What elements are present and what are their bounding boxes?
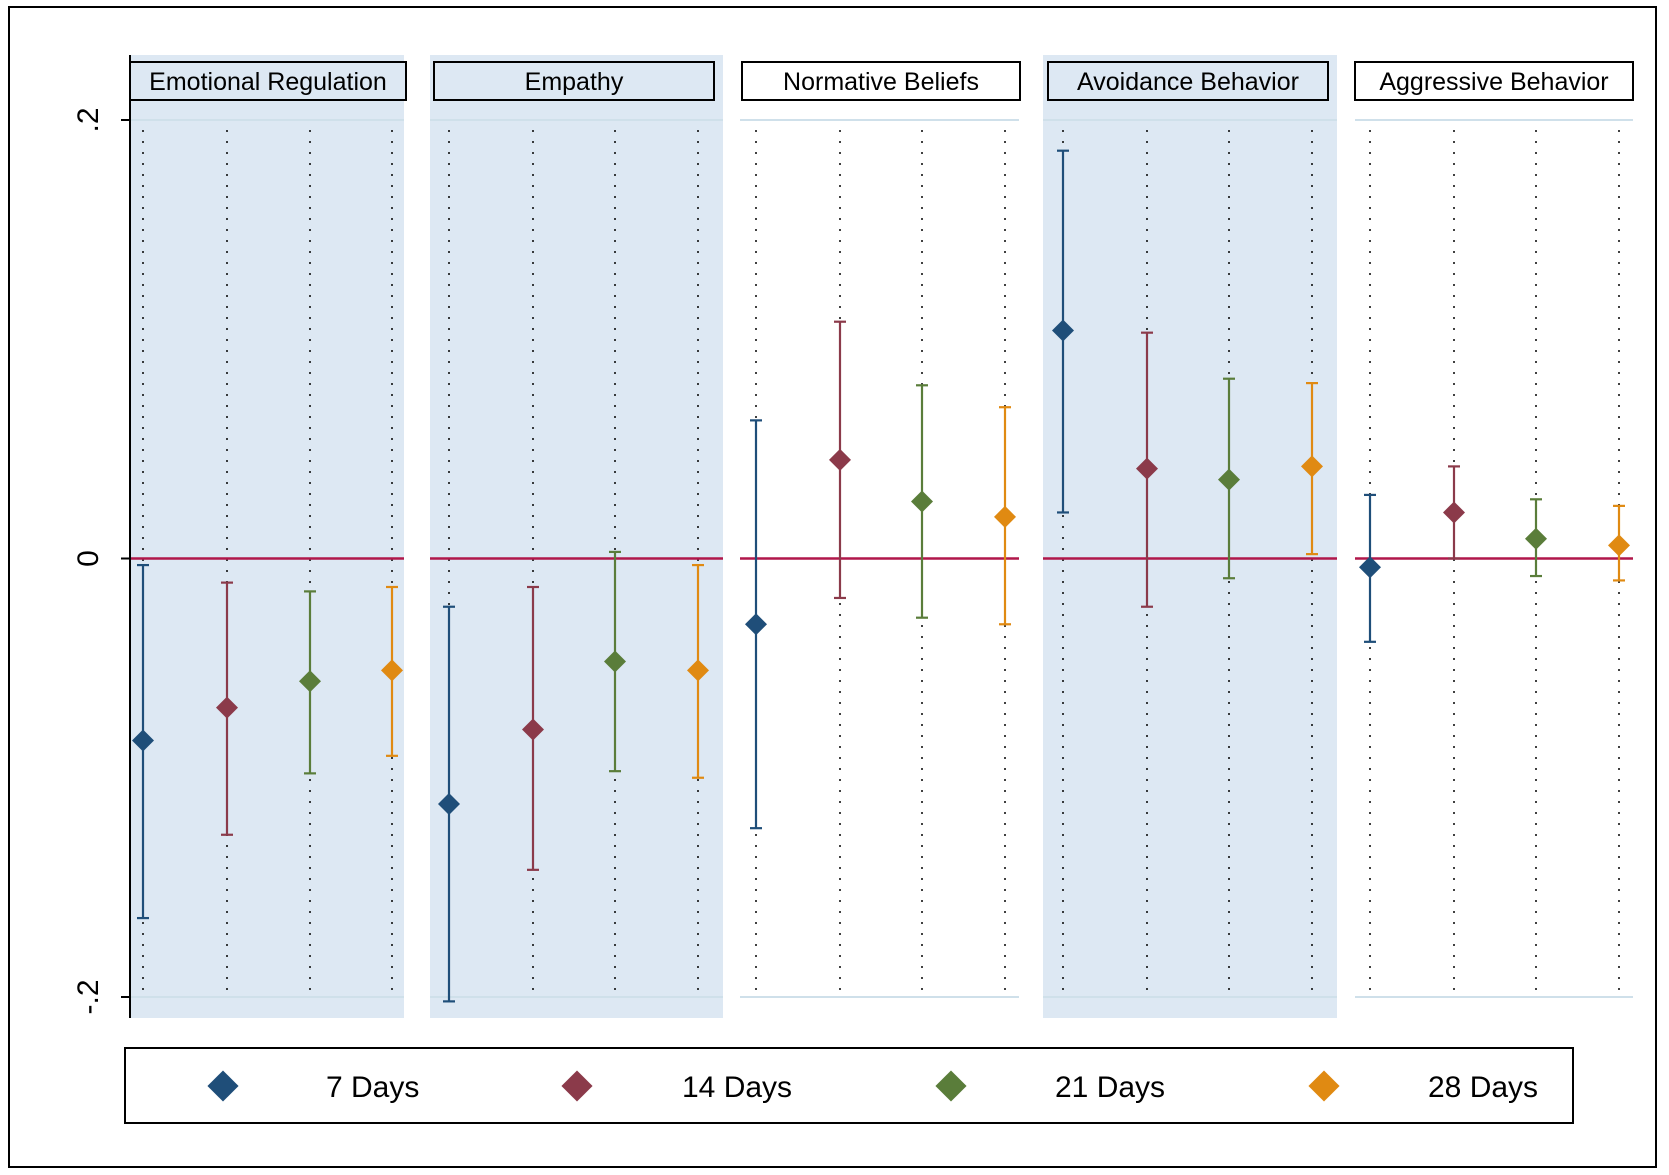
point-28-days — [994, 406, 1016, 626]
facet-title-box — [741, 61, 1021, 101]
point-21-days — [1218, 377, 1240, 580]
point-28-days — [1608, 504, 1630, 582]
point-14-days — [829, 320, 851, 600]
y-axis: .2 0 -.2 — [72, 55, 131, 1018]
estimate-marker — [1301, 455, 1323, 478]
point-7-days — [1359, 493, 1381, 643]
point-7-days — [438, 605, 460, 1003]
point-28-days — [1301, 382, 1323, 556]
estimate-marker — [132, 729, 154, 752]
point-14-days — [1136, 331, 1158, 608]
chart-frame — [8, 6, 1657, 1168]
point-14-days — [522, 585, 544, 871]
facet-title-box — [1354, 61, 1634, 101]
point-14-days — [1443, 465, 1465, 560]
facet-title: Normative Beliefs — [783, 68, 979, 96]
point-14-days — [216, 581, 238, 836]
y-tick-label: .2 — [72, 107, 105, 132]
point-7-days — [132, 563, 154, 920]
estimate-marker — [1218, 468, 1240, 491]
estimate-marker — [299, 670, 321, 693]
facets-layer: Emotional Regulation Empathy Normative Bel… — [129, 55, 1634, 1018]
point-28-days — [687, 563, 709, 779]
legend-label-7-days: 7 Days — [326, 1071, 420, 1104]
facet-avoidance-behavior: Avoidance Behavior — [1043, 55, 1337, 1018]
estimate-marker — [381, 659, 403, 682]
facet-background — [130, 55, 404, 1018]
facet-background — [1043, 55, 1337, 1018]
estimate-marker — [522, 718, 544, 741]
facet-title-box — [129, 61, 407, 101]
legend-item-21-days — [935, 1049, 967, 1122]
facet-title: Empathy — [525, 68, 624, 96]
facet-empathy: Empathy — [430, 55, 723, 1018]
legend-marker-28-days — [1308, 1069, 1340, 1102]
legend-marker-21-days — [935, 1069, 967, 1102]
estimate-marker — [1136, 457, 1158, 480]
legend-label-28-days: 28 Days — [1428, 1071, 1539, 1104]
estimate-marker — [1443, 501, 1465, 524]
facet-title-box — [1047, 61, 1329, 101]
y-tick-label: -.2 — [72, 979, 105, 1014]
facet-title-box — [433, 61, 715, 101]
legend-item-14-days — [561, 1049, 593, 1122]
facet-title: Avoidance Behavior — [1077, 68, 1299, 96]
estimate-marker — [687, 659, 709, 682]
estimate-marker — [604, 650, 626, 673]
legend-item-7-days — [207, 1049, 239, 1122]
legend-marker-14-days — [561, 1069, 593, 1102]
estimate-marker — [911, 490, 933, 513]
facet-title: Aggressive Behavior — [1379, 68, 1608, 96]
point-21-days — [1525, 498, 1547, 578]
facet-background — [430, 55, 723, 1018]
estimate-marker — [829, 448, 851, 471]
point-21-days — [299, 590, 321, 775]
y-tick-label: 0 — [72, 550, 105, 567]
estimate-marker — [994, 505, 1016, 528]
estimate-marker — [1525, 527, 1547, 550]
point-7-days — [1052, 149, 1074, 514]
estimate-marker — [216, 696, 238, 719]
facet-title: Emotional Regulation — [149, 68, 387, 96]
facet-emotional-regulation: Emotional Regulation — [129, 55, 407, 1018]
facet-aggressive-behavior: Aggressive Behavior — [1354, 61, 1634, 998]
estimate-marker — [745, 613, 767, 636]
facet-normative-beliefs: Normative Beliefs — [740, 61, 1021, 998]
legend-marker-7-days — [207, 1069, 239, 1102]
estimate-marker — [1359, 556, 1381, 579]
point-21-days — [604, 550, 626, 773]
estimate-marker — [1052, 319, 1074, 342]
legend-label-21-days: 21 Days — [1055, 1071, 1166, 1104]
legend-item-28-days — [1308, 1049, 1340, 1122]
legend: 7 Days 14 Days 21 Days 28 Days — [124, 1047, 1574, 1124]
estimate-marker — [438, 793, 460, 816]
point-21-days — [911, 384, 933, 619]
point-7-days — [745, 419, 767, 830]
point-28-days — [381, 585, 403, 757]
estimate-marker — [1608, 534, 1630, 557]
legend-label-14-days: 14 Days — [682, 1071, 793, 1104]
